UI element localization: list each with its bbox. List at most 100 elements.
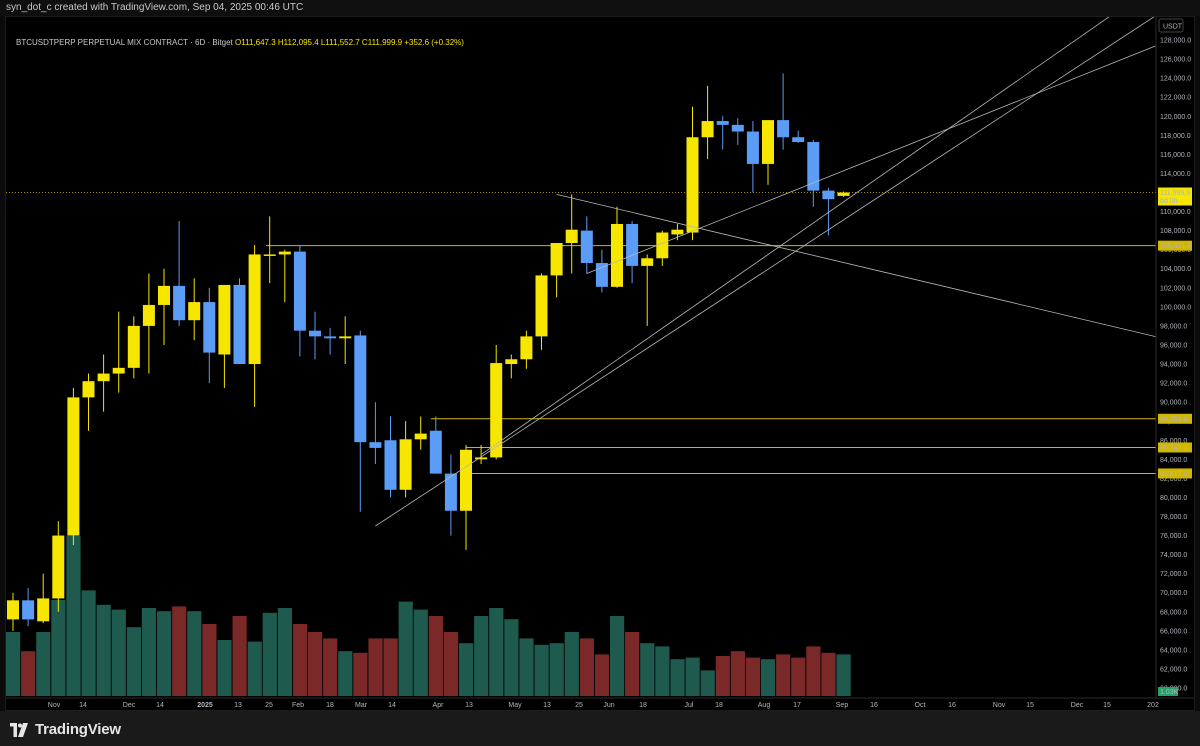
candle[interactable] xyxy=(248,244,261,407)
time-tick-label: 13 xyxy=(465,702,473,709)
candle[interactable] xyxy=(701,85,714,160)
candle[interactable] xyxy=(67,387,80,546)
candle[interactable] xyxy=(671,223,684,241)
candle[interactable] xyxy=(626,221,639,284)
tradingview-brand[interactable]: TradingView xyxy=(8,721,121,738)
candle[interactable] xyxy=(82,373,95,431)
candle[interactable] xyxy=(762,120,774,185)
volume-bar xyxy=(791,657,806,696)
candle[interactable] xyxy=(203,287,216,384)
trendline[interactable] xyxy=(375,17,1194,527)
candle[interactable] xyxy=(595,249,608,293)
candle[interactable] xyxy=(822,187,835,236)
trendline[interactable] xyxy=(556,194,1191,346)
volume-bar xyxy=(277,608,292,696)
candle[interactable] xyxy=(505,354,518,379)
candle[interactable] xyxy=(339,316,352,365)
candle[interactable] xyxy=(550,243,563,298)
candle-body xyxy=(580,230,593,264)
candle[interactable] xyxy=(293,244,306,357)
candle[interactable] xyxy=(399,421,412,498)
candle[interactable] xyxy=(142,273,155,374)
candle-body xyxy=(127,325,140,368)
time-tick-label: 16 xyxy=(948,702,956,709)
candle[interactable] xyxy=(414,416,427,450)
volume-bar xyxy=(383,638,398,696)
candle[interactable] xyxy=(444,454,457,536)
candle[interactable] xyxy=(369,402,382,465)
candle[interactable] xyxy=(188,278,201,341)
time-tick-label: Jul xyxy=(685,702,694,709)
volume-bar xyxy=(353,652,368,696)
volume-bar xyxy=(700,670,715,696)
candle[interactable] xyxy=(535,273,548,350)
candle[interactable] xyxy=(233,278,246,365)
candle-body xyxy=(807,142,820,191)
candle-body xyxy=(475,457,488,460)
candle[interactable] xyxy=(112,311,125,393)
candle[interactable] xyxy=(429,416,442,474)
volume-bar xyxy=(202,624,217,696)
legend-ohlc: O111,647.3 H112,095.4 L111,552.7 C111,99… xyxy=(235,38,464,47)
volume-bar xyxy=(308,632,323,696)
candle[interactable] xyxy=(324,327,337,355)
volume-bar xyxy=(6,632,21,696)
candle[interactable] xyxy=(490,344,503,460)
candle[interactable] xyxy=(611,206,623,288)
time-tick-label: Dec xyxy=(1071,702,1084,709)
candle-body xyxy=(822,190,835,200)
candle[interactable] xyxy=(565,194,578,274)
candle[interactable] xyxy=(520,330,533,369)
volume-bar xyxy=(730,651,745,696)
candle[interactable] xyxy=(716,116,729,150)
candle[interactable] xyxy=(127,316,140,379)
price-tick-label: 96,000.0 xyxy=(1160,342,1187,349)
candle[interactable] xyxy=(384,416,397,498)
candle-body xyxy=(716,121,729,125)
candle[interactable] xyxy=(580,216,593,274)
candle[interactable] xyxy=(460,445,472,550)
volume-bar xyxy=(323,638,338,696)
candle[interactable] xyxy=(746,121,759,193)
candle[interactable] xyxy=(263,216,276,284)
candle[interactable] xyxy=(792,130,805,143)
candle[interactable] xyxy=(686,106,699,241)
price-tick-label: 80,000.0 xyxy=(1160,495,1187,502)
candle[interactable] xyxy=(354,330,367,512)
time-tick-label: 2025 xyxy=(197,702,213,709)
trendline[interactable] xyxy=(586,26,1194,274)
price-axis[interactable] xyxy=(1156,17,1194,710)
candle[interactable] xyxy=(37,573,50,624)
candle[interactable] xyxy=(731,118,744,145)
candle[interactable] xyxy=(807,140,820,207)
candle[interactable] xyxy=(641,254,654,326)
candle[interactable] xyxy=(52,521,65,612)
candle-body xyxy=(626,223,639,266)
candle[interactable] xyxy=(7,592,19,631)
trendline[interactable] xyxy=(480,17,1130,455)
chart-panel[interactable]: 60,000.062,000.064,000.066,000.068,000.0… xyxy=(5,16,1195,711)
candlestick-chart[interactable]: 60,000.062,000.064,000.066,000.068,000.0… xyxy=(6,17,1194,710)
candle[interactable] xyxy=(218,284,231,388)
candle[interactable] xyxy=(278,249,291,303)
candle[interactable] xyxy=(837,191,850,197)
candle[interactable] xyxy=(173,221,186,326)
candle-body xyxy=(444,473,457,511)
level-price-text: 88,253.9 xyxy=(1160,416,1187,423)
candle[interactable] xyxy=(22,587,35,627)
candle[interactable] xyxy=(656,230,669,266)
candle[interactable] xyxy=(97,354,110,412)
currency-badge[interactable] xyxy=(1158,18,1184,33)
candle[interactable] xyxy=(309,311,321,360)
time-tick-label: 14 xyxy=(388,702,396,709)
price-tick-label: 124,000.0 xyxy=(1160,76,1191,83)
level-price-text: 85,241.1 xyxy=(1160,445,1187,452)
tradingview-logo-icon xyxy=(10,722,28,737)
level-price-tag xyxy=(1158,413,1192,424)
chart-snapshot-header: syn_dot_c created with TradingView.com, … xyxy=(0,0,1200,16)
candle[interactable] xyxy=(777,73,790,150)
candle-body xyxy=(339,336,352,339)
candle[interactable] xyxy=(158,268,170,345)
volume-bar xyxy=(836,654,851,696)
volume-bar xyxy=(413,609,428,696)
